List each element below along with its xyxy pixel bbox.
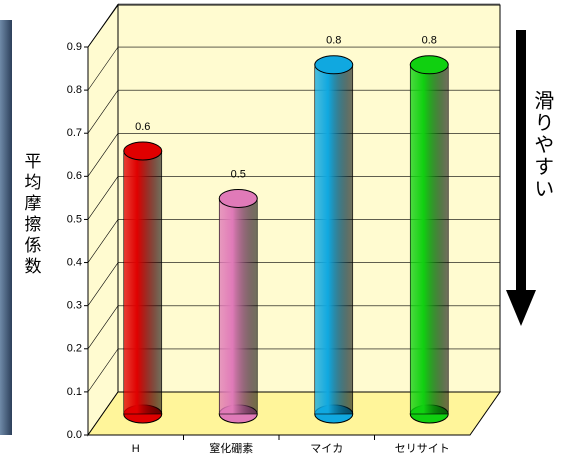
value-label: 0.8 [422, 35, 437, 47]
grid-line [87, 262, 119, 306]
value-label: 0.5 [231, 168, 246, 180]
bar [409, 64, 449, 415]
grid-line [87, 3, 119, 48]
grid-line [87, 46, 119, 91]
floor [87, 391, 501, 436]
value-label: 0.8 [326, 35, 341, 47]
y-tick-label: 0.2 [67, 343, 82, 355]
bar-top [314, 55, 354, 75]
value-label: 0.6 [135, 121, 150, 133]
y-tick-label: 0.1 [67, 386, 82, 398]
grid-line [87, 90, 119, 134]
bar [218, 198, 258, 415]
annotation: 滑りやすい [531, 90, 554, 200]
bars [123, 55, 449, 424]
grid [84, 3, 500, 440]
y-tick-label: 0.9 [67, 41, 82, 53]
grid-line [87, 305, 119, 349]
arrow-shaft [516, 30, 526, 292]
y-tick-label: 0.6 [67, 170, 82, 182]
bar-top [123, 141, 163, 161]
grid-line [87, 348, 119, 393]
y-tick-label: 0.5 [67, 213, 82, 225]
arrow-head [506, 290, 536, 326]
x-tick-label: H [132, 443, 140, 455]
y-axis-title: 平均摩擦係数 [22, 152, 42, 278]
y-tick-label: 0.0 [67, 429, 82, 441]
y-tick-label: 0.3 [67, 300, 82, 312]
bar [314, 64, 354, 415]
x-tick-label: マイカ [310, 442, 343, 455]
x-tick-label: セリサイト [395, 442, 450, 455]
bar-top [409, 55, 449, 75]
grid-line [87, 133, 119, 177]
bar [123, 150, 163, 415]
y-tick-label: 0.7 [67, 127, 82, 139]
decor-strip [0, 20, 12, 435]
grid-line [87, 219, 119, 263]
y-tick-label: 0.4 [67, 256, 82, 268]
grid-line [87, 176, 119, 220]
y-tick-label: 0.8 [67, 84, 82, 96]
x-tick-label: 窒化硼素 [209, 441, 253, 455]
bar-top [218, 188, 258, 208]
